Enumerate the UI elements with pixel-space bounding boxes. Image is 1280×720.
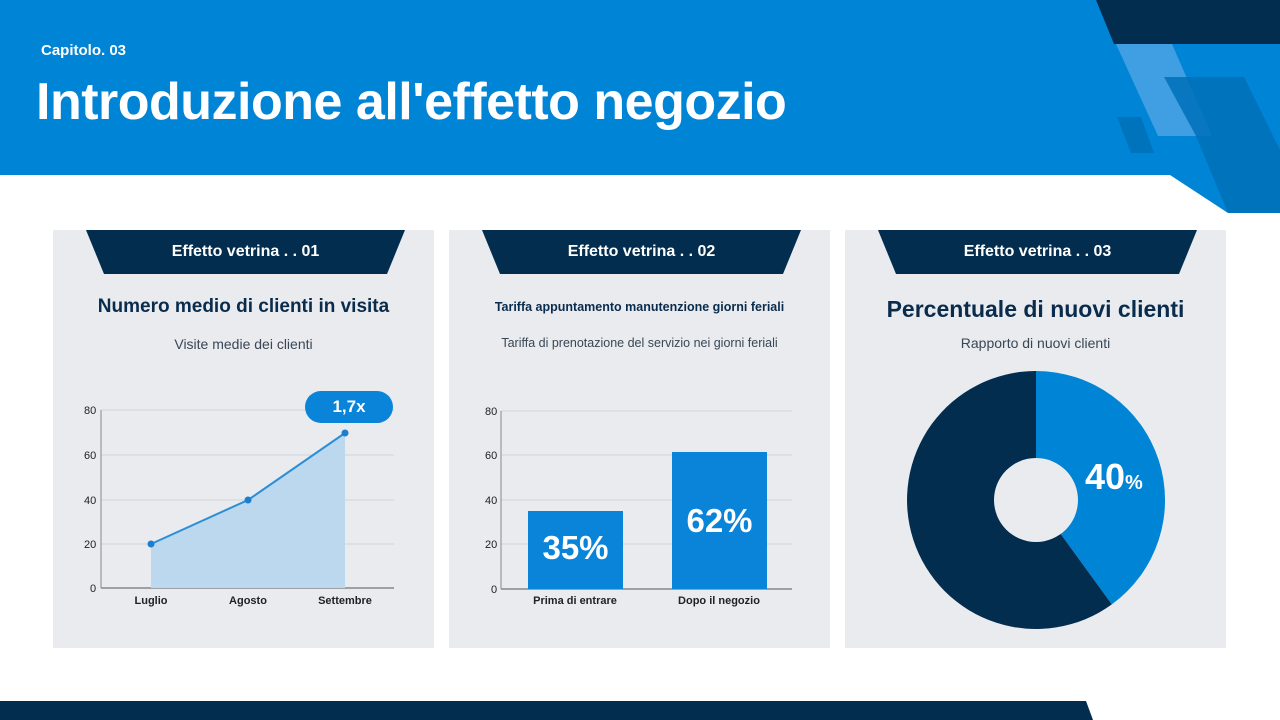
card-tab: Effetto vetrina . . 02 — [482, 230, 801, 274]
card-tab: Effetto vetrina . . 01 — [86, 230, 405, 274]
svg-text:20: 20 — [84, 539, 96, 551]
svg-text:0: 0 — [90, 583, 96, 595]
svg-text:Prima di entrare: Prima di entrare — [533, 595, 617, 607]
card-subtitle: Rapporto di nuovi clienti — [960, 335, 1111, 351]
svg-text:Agosto: Agosto — [229, 595, 267, 607]
card-tab-label: Effetto vetrina . . 02 — [567, 243, 716, 260]
slice-new-clients — [1036, 371, 1166, 605]
svg-text:60: 60 — [84, 450, 96, 462]
svg-text:40: 40 — [84, 495, 96, 507]
card-title: Numero medio di clienti in visita — [97, 296, 390, 317]
card-booking-rate: Effetto vetrina . . 02 Tariffa appuntame… — [449, 230, 830, 648]
card-title: Percentuale di nuovi clienti — [886, 296, 1185, 322]
card-subtitle: Visite medie dei clienti — [174, 336, 313, 352]
card-subtitle: Tariffa di prenotazione del servizio nei… — [501, 336, 778, 350]
svg-text:Settembre: Settembre — [318, 595, 372, 607]
svg-text:80: 80 — [485, 406, 497, 418]
bar-before — [528, 511, 623, 589]
card-visits: Effetto vetrina . . 01 Numero medio di c… — [53, 230, 434, 648]
chapter-label: Capitolo. 03 — [41, 42, 127, 59]
bar-after — [672, 452, 767, 589]
card-tab-label: Effetto vetrina . . 03 — [963, 243, 1112, 260]
x-label: Luglio — [135, 595, 168, 607]
svg-text:Dopo il negozio: Dopo il negozio — [678, 595, 760, 607]
bar-chart: 80 60 40 20 0 Prima di entrare Dopo il n… — [485, 406, 792, 607]
page-title: Introduzione all'effetto negozio — [36, 73, 787, 131]
card-tab: Effetto vetrina . . 03 — [878, 230, 1197, 274]
bar-label-before: 35% — [542, 529, 609, 566]
bar-label-after: 62% — [686, 502, 753, 539]
donut-value-label: 40% — [1085, 456, 1143, 497]
donut-chart — [907, 371, 1166, 629]
card-title: Tariffa appuntamento manutenzione giorni… — [494, 300, 785, 314]
card-new-clients: Effetto vetrina . . 03 Percentuale di nu… — [845, 230, 1226, 648]
growth-badge: 1,7x — [305, 391, 393, 423]
card-tab-label: Effetto vetrina . . 01 — [171, 243, 320, 260]
svg-text:60: 60 — [485, 450, 497, 462]
svg-text:20: 20 — [485, 539, 497, 551]
footer-bar — [0, 701, 1093, 720]
area-chart: 80 60 40 20 0 Luglio Agosto Settembre — [84, 405, 394, 607]
header-banner — [0, 0, 1280, 175]
svg-text:0: 0 — [491, 584, 497, 596]
svg-text:40: 40 — [485, 495, 497, 507]
svg-text:80: 80 — [84, 405, 96, 417]
